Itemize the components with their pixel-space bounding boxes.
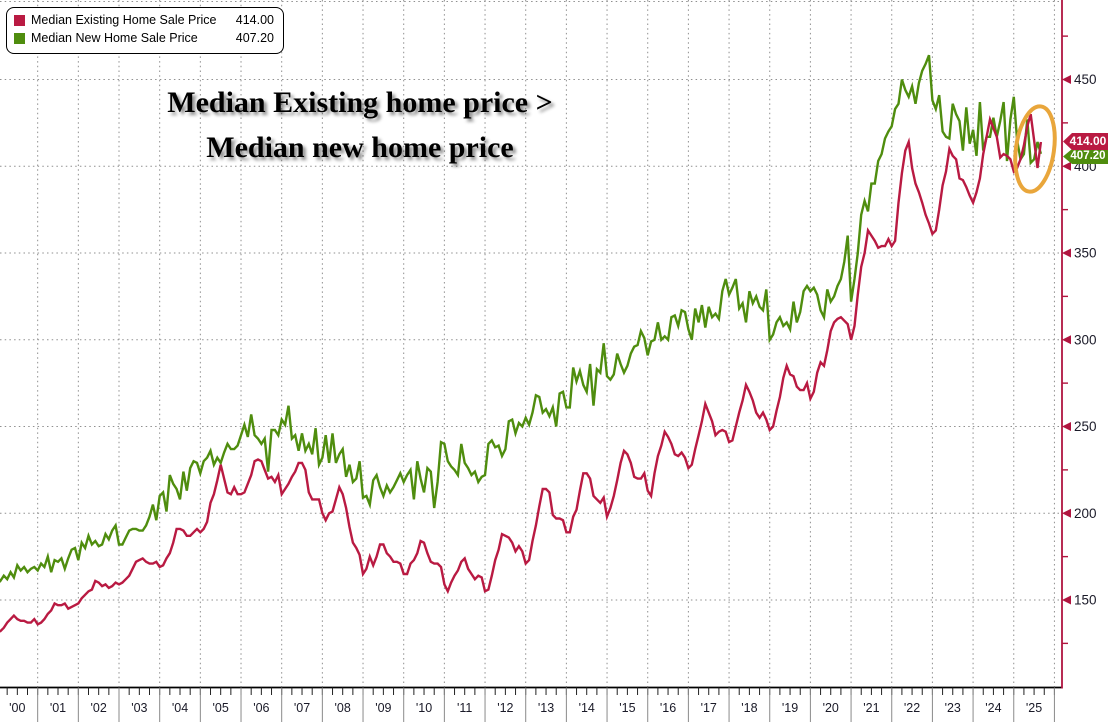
x-axis-year-label: '07	[294, 701, 310, 715]
x-axis-year-label: '17	[701, 701, 717, 715]
x-axis-year-label: '22	[904, 701, 920, 715]
new-series-swatch-icon	[14, 33, 25, 45]
legend-label-existing: Median Existing Home Sale Price	[31, 13, 217, 27]
y-axis-tick-label: 350	[1074, 246, 1097, 261]
y-axis-tick-label: 150	[1074, 593, 1097, 608]
x-axis-year-label: '01	[50, 701, 66, 715]
horizontal-gridlines	[0, 1, 1062, 601]
new-price-badge: 407.20	[1063, 148, 1108, 164]
x-axis-year-label: '00	[9, 701, 25, 715]
x-axis-year-label: '04	[172, 701, 188, 715]
x-axis-year-label: '19	[782, 701, 798, 715]
y-axis-arrow-tick	[1062, 335, 1071, 345]
x-axis-year-label: '09	[375, 701, 391, 715]
x-axis-year-label: '08	[335, 701, 351, 715]
x-axis-year-label: '21	[863, 701, 879, 715]
x-axis-year-label: '06	[253, 701, 269, 715]
chart-annotation-line1: Median Existing home price >	[167, 86, 553, 119]
vertical-gridlines	[37, 0, 1055, 688]
legend-label-new: Median New Home Sale Price	[31, 30, 198, 45]
x-axis-year-label: '10	[416, 701, 432, 715]
x-axis-year-label: '02	[91, 701, 107, 715]
y-axis-arrow-tick	[1062, 75, 1071, 84]
x-axis-year-label: '13	[538, 701, 554, 715]
y-axis-arrow-tick	[1062, 161, 1071, 171]
year-dividers	[37, 687, 1055, 722]
new-price-line	[0, 54, 1043, 583]
existing-price-line	[0, 113, 1043, 633]
x-axis-year-label: '16	[660, 701, 676, 715]
legend-value-existing: 414.00	[235, 13, 274, 27]
x-axis-year-label: '23	[945, 701, 961, 715]
x-axis-quarter-ticks	[6, 687, 1055, 695]
x-axis-year-label: '25	[1026, 701, 1042, 715]
y-axis-arrow-tick	[1062, 422, 1071, 431]
y-axis-arrow-tick	[1062, 595, 1071, 605]
highlight-ellipse	[1013, 104, 1057, 194]
x-axis-year-label: '15	[619, 701, 635, 715]
y-axis-tick-label: 200	[1074, 506, 1097, 521]
chart-annotation-line2: Median new home price	[206, 131, 514, 164]
x-axis-year-label: '24	[985, 701, 1001, 715]
y-axis-tick-label: 450	[1074, 72, 1097, 87]
y-axis-arrow-tick	[1062, 248, 1071, 258]
y-axis-tick-label: 250	[1074, 419, 1097, 434]
x-axis-year-label: '20	[823, 701, 839, 715]
y-axis-arrow-tick	[1062, 508, 1071, 518]
x-axis-year-label: '18	[741, 701, 757, 715]
y-axis-tick-label: 300	[1074, 332, 1097, 347]
x-axis-year-label: '12	[497, 701, 513, 715]
x-axis-year-label: '14	[579, 701, 595, 715]
x-axis-year-labels: '00 '01 '02 '03 '04 '05 '06 '07 '08 '09 '10 '11 '12 '…	[9, 701, 1042, 715]
legend-item-new: Median New Home Sale Price 407.20	[14, 30, 274, 48]
chart-annotation: Median Existing home price > Median new …	[50, 80, 670, 170]
x-axis-year-label: '11	[457, 701, 472, 715]
existing-series-swatch-icon	[14, 15, 25, 27]
legend-item-existing: Median Existing Home Sale Price 414.00	[14, 12, 274, 30]
legend-value-new: 407.20	[235, 30, 274, 45]
legend-box: Median Existing Home Sale Price 414.00 M…	[6, 7, 284, 54]
x-axis-year-label: '03	[131, 701, 147, 715]
x-axis-year-label: '05	[213, 701, 229, 715]
existing-price-badge: 414.00	[1063, 132, 1108, 150]
